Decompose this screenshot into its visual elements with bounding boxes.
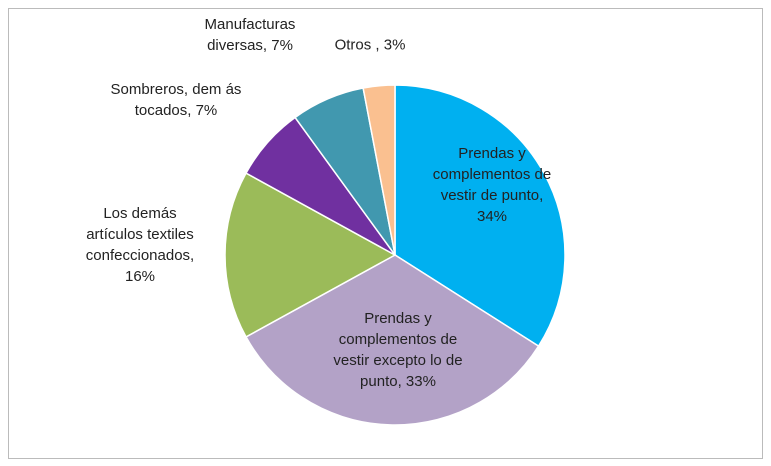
slice-label: Manufacturas diversas, 7% xyxy=(204,16,296,54)
slice-label: Los demás artículos textiles confecciona… xyxy=(85,205,195,285)
pie-slice xyxy=(362,84,396,256)
slice-label: Prendas y complementos de vestir de punt… xyxy=(432,145,552,225)
pie-slice xyxy=(394,84,566,348)
slice-label: Sombreros, dem ás tocados, 7% xyxy=(110,81,242,119)
slice-label: Prendas y complementos de vestir excepto… xyxy=(333,310,463,390)
pie-slice xyxy=(224,172,397,338)
slice-label: Otros , 3% xyxy=(334,36,406,54)
